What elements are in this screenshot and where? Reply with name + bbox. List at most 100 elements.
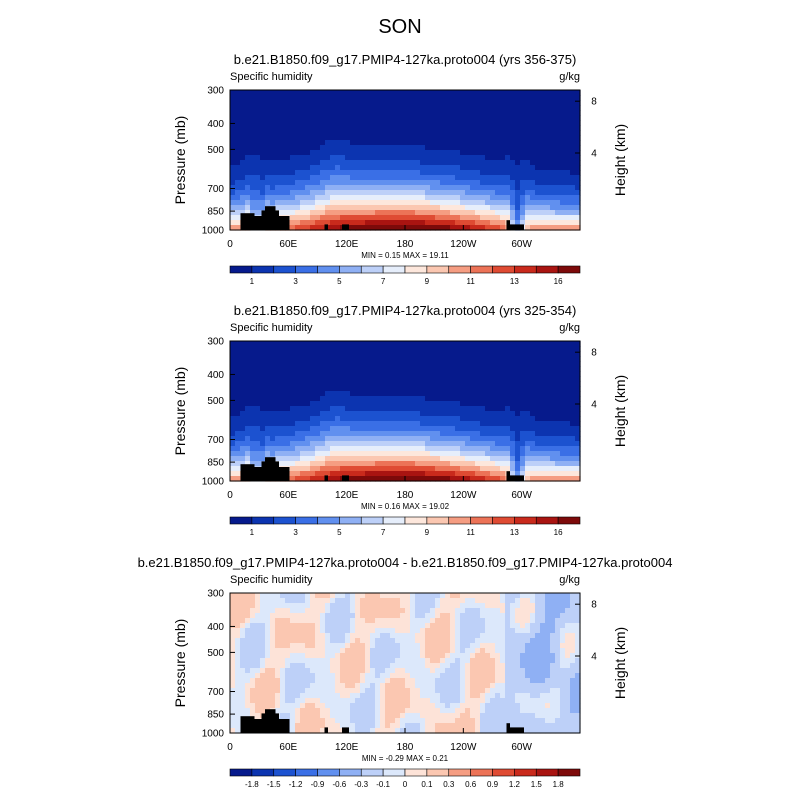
heatmap-cell [535, 346, 541, 352]
heatmap-cell [380, 170, 386, 176]
heatmap-cell [475, 185, 481, 191]
heatmap-cell [375, 170, 381, 176]
heatmap-cell [475, 361, 481, 367]
heatmap-cell [365, 411, 371, 417]
heatmap-cell [380, 135, 386, 141]
heatmap-cell [460, 386, 466, 392]
heatmap-cell [475, 170, 481, 176]
heatmap-cell [310, 643, 316, 649]
heatmap-cell [395, 110, 401, 116]
heatmap-cell [425, 145, 431, 151]
heatmap-cell [405, 150, 411, 156]
heatmap-cell [460, 361, 466, 367]
heatmap-cell [355, 648, 361, 654]
heatmap-cell [410, 205, 416, 211]
heatmap-cell [455, 165, 461, 171]
topography-mask [261, 210, 265, 230]
heatmap-cell [270, 598, 276, 604]
heatmap-cell [270, 195, 276, 201]
heatmap-cell [520, 391, 526, 397]
heatmap-cell [455, 461, 461, 467]
heatmap-cell [365, 150, 371, 156]
heatmap-cell [435, 476, 441, 482]
heatmap-cell [550, 180, 556, 186]
heatmap-cell [530, 90, 536, 96]
heatmap-cell [540, 95, 546, 101]
heatmap-cell [435, 436, 441, 442]
heatmap-cell [565, 130, 571, 136]
heatmap-cell [275, 165, 281, 171]
heatmap-cell [335, 371, 341, 377]
heatmap-cell [395, 185, 401, 191]
heatmap-cell [565, 421, 571, 427]
heatmap-cell [230, 698, 236, 704]
heatmap-cell [535, 200, 541, 206]
heatmap-cell [505, 195, 511, 201]
heatmap-cell [535, 180, 541, 186]
heatmap-cell [565, 105, 571, 111]
heatmap-cell [315, 376, 321, 382]
heatmap-cell [340, 185, 346, 191]
heatmap-cell [390, 618, 396, 624]
heatmap-cell [425, 416, 431, 422]
heatmap-cell [265, 401, 271, 407]
heatmap-cell [330, 608, 336, 614]
heatmap-cell [330, 391, 336, 397]
heatmap-cell [285, 593, 291, 599]
heatmap-cell [525, 361, 531, 367]
heatmap-cell [250, 633, 256, 639]
heatmap-cell [355, 708, 361, 714]
heatmap-cell [350, 703, 356, 709]
heatmap-cell [520, 150, 526, 156]
heatmap-cell [305, 210, 311, 216]
heatmap-cell [515, 180, 521, 186]
heatmap-cell [320, 658, 326, 664]
heatmap-cell [295, 628, 301, 634]
heatmap-cell [395, 598, 401, 604]
heatmap-cell [570, 371, 576, 377]
heatmap-cell [240, 115, 246, 121]
heatmap-cell [385, 95, 391, 101]
colorbar-swatch [404, 516, 428, 525]
heatmap-cell [230, 613, 236, 619]
heatmap-cell [565, 366, 571, 372]
heatmap-cell [240, 165, 246, 171]
heatmap-cell [360, 618, 366, 624]
heatmap-cell [270, 411, 276, 417]
heatmap-cell [445, 95, 451, 101]
heatmap-cell [500, 391, 506, 397]
heatmap-cell [385, 693, 391, 699]
heatmap-cell [285, 426, 291, 432]
heatmap-cell [370, 155, 376, 161]
heatmap-cell [345, 110, 351, 116]
x-tick-label: 120E [335, 490, 359, 501]
heatmap-cell [390, 431, 396, 437]
heatmap-cell [420, 160, 426, 166]
heatmap-cell [345, 603, 351, 609]
heatmap-cell [345, 386, 351, 392]
heatmap-cell [445, 391, 451, 397]
heatmap-cell [235, 653, 241, 659]
heatmap-cell [235, 703, 241, 709]
heatmap-cell [495, 170, 501, 176]
heatmap-cell [380, 371, 386, 377]
heatmap-cell [540, 371, 546, 377]
heatmap-cell [290, 210, 296, 216]
heatmap-cell [315, 115, 321, 121]
heatmap-cell [320, 653, 326, 659]
heatmap-cell [265, 346, 271, 352]
heatmap-cell [430, 341, 436, 347]
heatmap-cell [345, 125, 351, 131]
heatmap-cell [275, 623, 281, 629]
heatmap-cell [515, 466, 521, 472]
heatmap-cell [575, 476, 581, 482]
heatmap-cell [555, 391, 561, 397]
heatmap-cell [525, 426, 531, 432]
heatmap-cell [265, 643, 271, 649]
heatmap-cell [265, 140, 271, 146]
heatmap-cell [315, 713, 321, 719]
heatmap-cell [280, 391, 286, 397]
heatmap-cell [330, 703, 336, 709]
heatmap-cell [235, 441, 241, 447]
heatmap-cell [305, 120, 311, 126]
